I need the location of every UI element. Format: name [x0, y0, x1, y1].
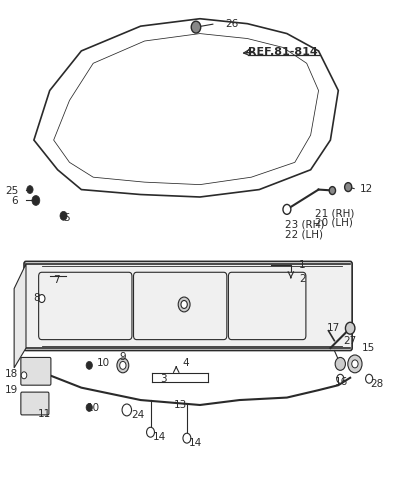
- Text: 9: 9: [120, 352, 126, 362]
- Circle shape: [32, 196, 40, 205]
- Circle shape: [365, 374, 373, 383]
- Circle shape: [60, 211, 67, 220]
- Polygon shape: [14, 264, 26, 368]
- Circle shape: [181, 300, 187, 308]
- Circle shape: [86, 403, 93, 411]
- Text: 14: 14: [189, 438, 202, 448]
- Text: 19: 19: [5, 385, 18, 395]
- Circle shape: [146, 427, 154, 437]
- Text: 6: 6: [12, 196, 18, 206]
- Text: 2: 2: [299, 274, 305, 284]
- Text: 18: 18: [5, 370, 18, 379]
- Text: 1: 1: [299, 260, 305, 270]
- Text: 16: 16: [335, 376, 348, 387]
- Text: 10: 10: [97, 358, 110, 368]
- Circle shape: [120, 362, 126, 370]
- Text: 14: 14: [153, 432, 166, 442]
- Circle shape: [346, 322, 355, 334]
- Circle shape: [183, 433, 191, 443]
- Text: 3: 3: [160, 374, 167, 384]
- Text: 10: 10: [87, 403, 101, 413]
- Text: 23 (RH): 23 (RH): [285, 220, 324, 230]
- Circle shape: [122, 404, 132, 416]
- FancyBboxPatch shape: [21, 392, 49, 415]
- Text: 17: 17: [326, 323, 340, 333]
- Text: 25: 25: [5, 186, 18, 196]
- Circle shape: [337, 374, 344, 383]
- Circle shape: [86, 362, 93, 370]
- Text: 27: 27: [344, 336, 357, 346]
- Text: 28: 28: [371, 378, 384, 389]
- Circle shape: [348, 355, 362, 373]
- Text: 12: 12: [360, 184, 373, 194]
- Text: 8: 8: [33, 292, 40, 302]
- Circle shape: [21, 372, 27, 379]
- FancyBboxPatch shape: [21, 358, 51, 385]
- Circle shape: [345, 183, 352, 192]
- Text: 11: 11: [38, 409, 51, 419]
- Text: 13: 13: [174, 400, 188, 410]
- Text: 15: 15: [362, 343, 375, 353]
- Circle shape: [329, 187, 336, 195]
- Text: 26: 26: [226, 18, 239, 29]
- Circle shape: [191, 21, 201, 33]
- FancyBboxPatch shape: [24, 261, 352, 351]
- Text: 5: 5: [63, 213, 70, 223]
- Text: 4: 4: [182, 358, 189, 368]
- Circle shape: [283, 205, 291, 214]
- Text: 20 (LH): 20 (LH): [314, 218, 352, 228]
- Circle shape: [39, 294, 45, 302]
- Circle shape: [117, 358, 129, 373]
- Circle shape: [335, 358, 346, 371]
- Circle shape: [178, 297, 190, 312]
- Text: REF.81-814: REF.81-814: [248, 47, 318, 57]
- Text: 7: 7: [53, 275, 59, 285]
- Text: 24: 24: [131, 410, 144, 420]
- Circle shape: [27, 186, 33, 194]
- Text: 22 (LH): 22 (LH): [285, 229, 323, 239]
- Text: 21 (RH): 21 (RH): [314, 208, 354, 218]
- Circle shape: [352, 360, 358, 368]
